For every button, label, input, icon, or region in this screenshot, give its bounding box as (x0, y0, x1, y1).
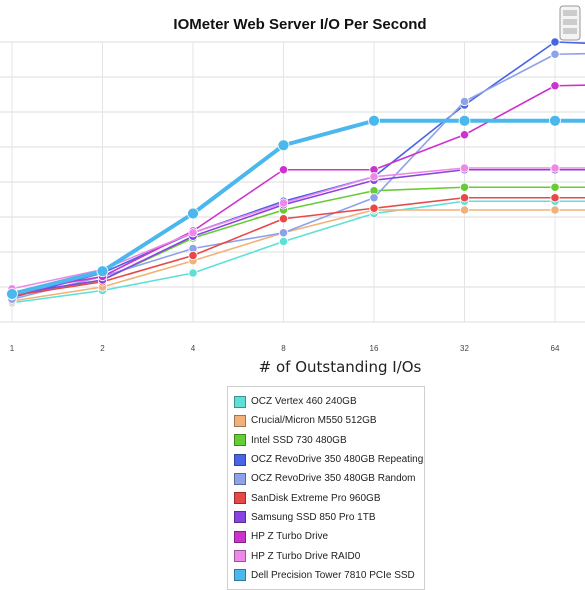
data-point (459, 96, 470, 107)
data-point (278, 198, 289, 208)
x-tick-label: 32 (460, 344, 469, 353)
legend-swatch (234, 414, 246, 427)
legend-swatch (234, 530, 246, 543)
legend-swatch (234, 395, 246, 408)
series-line (11, 200, 585, 304)
data-point (459, 163, 470, 173)
x-tick-label: 16 (370, 344, 379, 353)
legend-label: OCZ Vertex 460 240GB (251, 396, 357, 408)
data-point (96, 265, 109, 278)
legend-swatch (234, 550, 246, 563)
series-line (11, 84, 585, 294)
x-tick-label: 4 (191, 344, 196, 353)
data-point (549, 114, 561, 127)
legend-item: HP Z Turbo Drive (234, 527, 420, 546)
data-point (550, 81, 560, 91)
series-line (11, 196, 585, 297)
legend: OCZ Vertex 460 240GB Crucial/Micron M550 … (227, 386, 425, 590)
legend-swatch (234, 472, 246, 485)
data-point (550, 49, 560, 59)
data-point (368, 114, 380, 127)
chart-title: IOMeter Web Server I/O Per Second (173, 16, 427, 33)
legend-swatch (234, 511, 246, 524)
data-point (459, 193, 470, 203)
data-point (550, 37, 560, 47)
series-line (11, 168, 585, 295)
data-point (278, 214, 289, 224)
data-point (369, 193, 379, 203)
data-point (277, 139, 290, 152)
data-point (550, 182, 560, 192)
series-line (11, 52, 585, 301)
legend-item: Crucial/Micron M550 512GB (234, 411, 420, 430)
legend-label: Crucial/Micron M550 512GB (251, 415, 377, 427)
series-line (11, 118, 585, 296)
series-line (11, 41, 585, 299)
data-point (188, 250, 198, 261)
legend-item: Dell Precision Tower 7810 PCIe SSD (234, 566, 420, 585)
x-tick-label: 1 (10, 344, 15, 353)
data-point (278, 236, 289, 247)
legend-swatch (234, 569, 246, 582)
legend-item: Samsung SSD 850 Pro 1TB (234, 508, 420, 527)
logo-badge-icon (559, 5, 581, 41)
data-point (550, 163, 560, 173)
data-point (278, 165, 289, 175)
legend-label: SanDisk Extreme Pro 960GB (251, 492, 381, 504)
legend-item: HP Z Turbo Drive RAID0 (234, 546, 420, 565)
x-tick-label: 2 (100, 344, 105, 353)
data-point (187, 207, 199, 220)
data-point (458, 114, 471, 127)
data-point (550, 205, 560, 215)
legend-swatch (234, 492, 246, 505)
plot-area: 1 2 4 8 16 32 64 (0, 37, 585, 353)
legend-swatch (234, 453, 246, 466)
legend-item: OCZ RevoDrive 350 480GB Random (234, 469, 420, 488)
data-point (188, 268, 198, 278)
data-point (459, 182, 470, 192)
x-tick-label: 64 (551, 344, 560, 353)
legend-item: OCZ RevoDrive 350 480GB Repeating (234, 450, 424, 469)
legend-label: OCZ RevoDrive 350 480GB Repeating (251, 454, 424, 466)
x-tick-label: 8 (281, 344, 286, 353)
data-point (459, 205, 470, 215)
legend-label: Samsung SSD 850 Pro 1TB (251, 511, 376, 523)
data-point (188, 228, 198, 238)
data-point (369, 172, 379, 182)
data-point (550, 193, 560, 203)
legend-label: HP Z Turbo Drive (251, 531, 329, 543)
data-point (369, 203, 379, 213)
data-point (6, 288, 18, 300)
legend-item: Intel SSD 730 480GB (234, 431, 420, 450)
legend-label: Dell Precision Tower 7810 PCIe SSD (251, 569, 415, 581)
legend-swatch (234, 434, 246, 447)
legend-item: OCZ Vertex 460 240GB (234, 392, 420, 411)
legend-label: Intel SSD 730 480GB (251, 434, 347, 446)
legend-label: OCZ RevoDrive 350 480GB Random (251, 473, 416, 485)
series-line (11, 209, 585, 302)
data-point (459, 130, 470, 140)
legend-label: HP Z Turbo Drive RAID0 (251, 550, 361, 562)
x-axis-label: # of Outstanding I/Os (258, 358, 422, 376)
data-point (278, 228, 289, 238)
legend-item: SanDisk Extreme Pro 960GB (234, 488, 420, 507)
